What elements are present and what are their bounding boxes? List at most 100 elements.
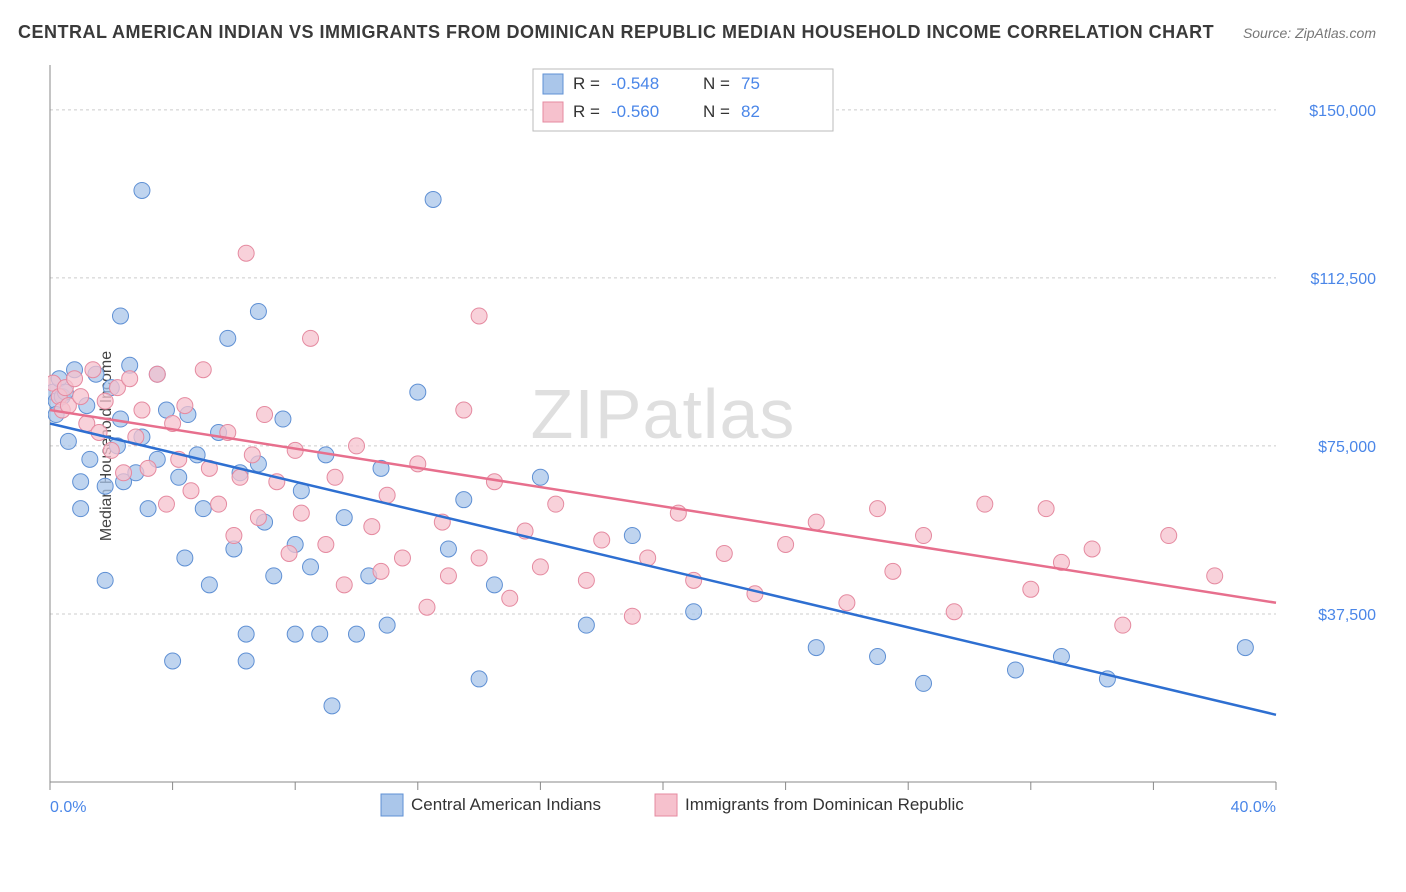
data-point-pink: [303, 330, 319, 346]
watermark: ZIPatlas: [531, 375, 796, 453]
x-tick-label: 0.0%: [50, 799, 86, 816]
stat-n-label: N =: [703, 102, 730, 121]
data-point-blue: [220, 330, 236, 346]
data-point-blue: [471, 671, 487, 687]
data-point-blue: [238, 626, 254, 642]
data-point-pink: [624, 608, 640, 624]
data-point-blue: [916, 675, 932, 691]
data-point-blue: [336, 510, 352, 526]
data-point-pink: [747, 586, 763, 602]
data-point-pink: [808, 514, 824, 530]
data-point-pink: [456, 402, 472, 418]
data-point-pink: [195, 362, 211, 378]
data-point-pink: [122, 371, 138, 387]
data-point-pink: [103, 442, 119, 458]
legend-swatch: [381, 794, 403, 816]
data-point-pink: [870, 501, 886, 517]
y-tick-label: $75,000: [1318, 439, 1376, 456]
data-point-blue: [140, 501, 156, 517]
data-point-pink: [281, 545, 297, 561]
data-point-pink: [85, 362, 101, 378]
data-point-pink: [1038, 501, 1054, 517]
data-point-blue: [171, 469, 187, 485]
data-point-pink: [946, 604, 962, 620]
y-tick-label: $112,500: [1310, 271, 1376, 288]
stat-n-label: N =: [703, 74, 730, 93]
data-point-pink: [257, 407, 273, 423]
stat-n-value: 75: [741, 74, 760, 93]
data-point-pink: [67, 371, 83, 387]
legend-label: Immigrants from Dominican Republic: [685, 795, 964, 814]
data-point-blue: [1237, 640, 1253, 656]
data-point-blue: [134, 182, 150, 198]
data-point-pink: [394, 550, 410, 566]
plot-area: $37,500$75,000$112,500$150,0000.0%40.0%Z…: [48, 60, 1386, 822]
data-point-pink: [716, 545, 732, 561]
data-point-pink: [244, 447, 260, 463]
data-point-blue: [324, 698, 340, 714]
data-point-blue: [195, 501, 211, 517]
data-point-blue: [73, 474, 89, 490]
chart-source: Source: ZipAtlas.com: [1243, 25, 1376, 41]
data-point-pink: [73, 389, 89, 405]
stat-r-label: R =: [573, 102, 600, 121]
data-point-pink: [373, 563, 389, 579]
data-point-blue: [97, 572, 113, 588]
data-point-pink: [548, 496, 564, 512]
data-point-pink: [578, 572, 594, 588]
legend-swatch: [655, 794, 677, 816]
data-point-blue: [379, 617, 395, 633]
chart-svg: $37,500$75,000$112,500$150,0000.0%40.0%Z…: [48, 60, 1386, 822]
data-point-pink: [1207, 568, 1223, 584]
data-point-pink: [336, 577, 352, 593]
stat-r-value: -0.560: [611, 102, 659, 121]
data-point-pink: [364, 519, 380, 535]
data-point-pink: [532, 559, 548, 575]
data-point-blue: [578, 617, 594, 633]
data-point-pink: [116, 465, 132, 481]
legend-label: Central American Indians: [411, 795, 601, 814]
data-point-pink: [419, 599, 435, 615]
data-point-blue: [201, 577, 217, 593]
data-point-pink: [293, 505, 309, 521]
data-point-blue: [686, 604, 702, 620]
data-point-blue: [266, 568, 282, 584]
data-point-pink: [211, 496, 227, 512]
data-point-pink: [238, 245, 254, 261]
data-point-blue: [486, 577, 502, 593]
data-point-pink: [158, 496, 174, 512]
data-point-blue: [73, 501, 89, 517]
data-point-blue: [1007, 662, 1023, 678]
data-point-pink: [885, 563, 901, 579]
x-tick-label: 40.0%: [1231, 799, 1276, 816]
data-point-pink: [250, 510, 266, 526]
data-point-pink: [232, 469, 248, 485]
data-point-blue: [870, 649, 886, 665]
stat-swatch-pink: [543, 102, 563, 122]
data-point-pink: [440, 568, 456, 584]
data-point-blue: [440, 541, 456, 557]
data-point-pink: [97, 393, 113, 409]
data-point-blue: [238, 653, 254, 669]
data-point-blue: [250, 303, 266, 319]
data-point-pink: [177, 398, 193, 414]
data-point-blue: [303, 559, 319, 575]
data-point-pink: [916, 528, 932, 544]
data-point-pink: [1115, 617, 1131, 633]
data-point-blue: [177, 550, 193, 566]
trend-line-blue: [50, 424, 1276, 715]
data-point-blue: [624, 528, 640, 544]
data-point-blue: [82, 451, 98, 467]
data-point-blue: [425, 191, 441, 207]
data-point-blue: [165, 653, 181, 669]
data-point-pink: [502, 590, 518, 606]
data-point-pink: [839, 595, 855, 611]
data-point-blue: [349, 626, 365, 642]
data-point-pink: [149, 366, 165, 382]
data-point-pink: [91, 424, 107, 440]
data-point-blue: [456, 492, 472, 508]
data-point-pink: [349, 438, 365, 454]
data-point-pink: [471, 550, 487, 566]
data-point-pink: [1161, 528, 1177, 544]
data-point-pink: [134, 402, 150, 418]
